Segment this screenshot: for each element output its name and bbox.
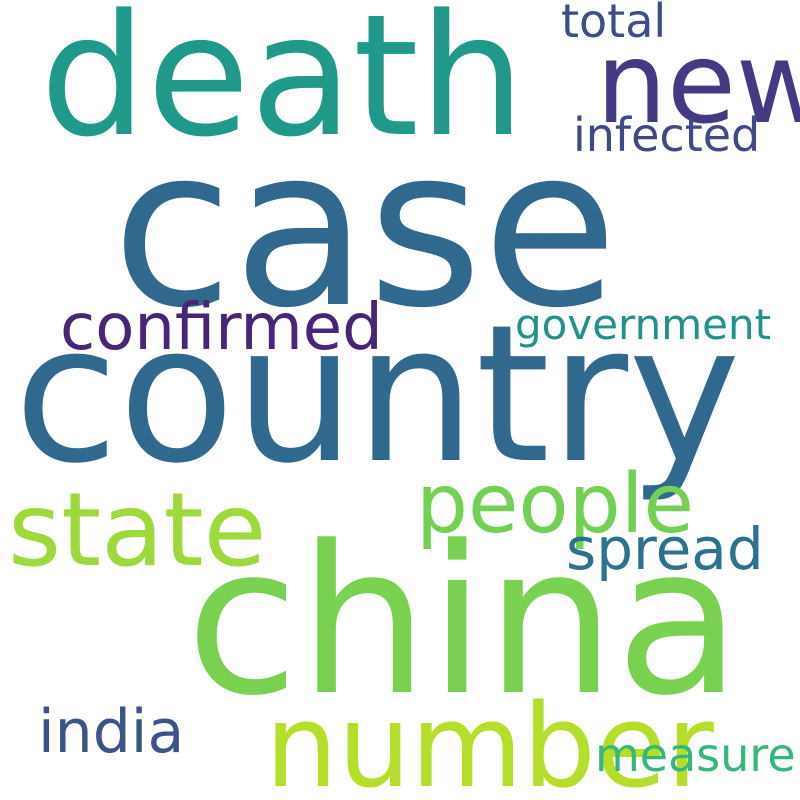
word-india: india xyxy=(38,697,185,767)
word-china: china xyxy=(186,503,742,741)
word-number: number xyxy=(265,680,714,800)
word-measure: measure xyxy=(595,728,796,782)
word-government: government xyxy=(515,300,772,349)
word-confirmed: confirmed xyxy=(60,291,383,365)
word-death: death xyxy=(40,0,526,174)
word-new: new xyxy=(596,19,800,149)
word-total: total xyxy=(561,0,667,48)
word-infected: infected xyxy=(573,108,761,162)
word-people: people xyxy=(416,457,694,552)
word-case: case xyxy=(112,100,618,356)
word-spread: spread xyxy=(566,515,764,583)
word-country: country xyxy=(14,284,741,505)
word-state: state xyxy=(8,471,267,590)
